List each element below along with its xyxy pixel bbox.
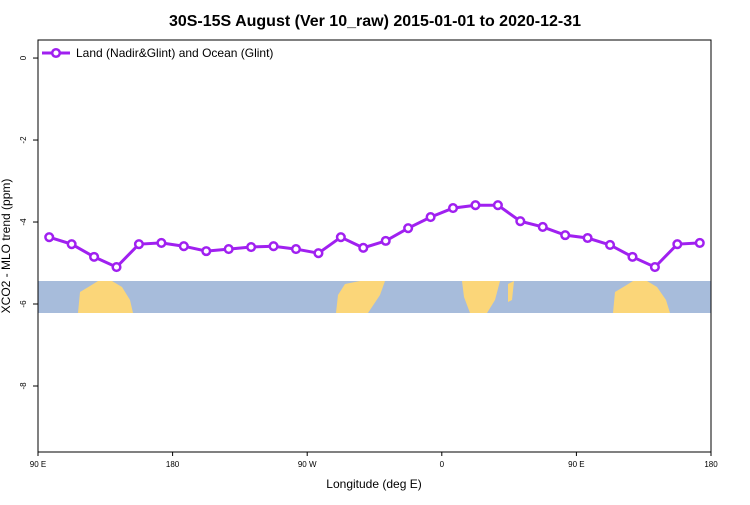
x-tick-label: 90 E bbox=[30, 460, 46, 469]
data-point bbox=[290, 244, 302, 255]
data-point bbox=[515, 216, 526, 227]
x-tick-label: 180 bbox=[704, 460, 718, 469]
legend-marker bbox=[50, 47, 62, 59]
data-point bbox=[178, 241, 189, 252]
data-point bbox=[66, 239, 77, 250]
x-axis-label: Longitude (deg E) bbox=[326, 477, 421, 491]
plot-frame bbox=[37, 39, 712, 453]
data-point bbox=[627, 251, 638, 262]
data-point bbox=[582, 232, 593, 244]
data-point bbox=[111, 262, 122, 273]
y-tick-label: -2 bbox=[19, 136, 28, 144]
x-tick-label: 90 E bbox=[568, 460, 584, 469]
x-tick-label: 0 bbox=[440, 460, 445, 469]
data-point bbox=[201, 246, 212, 257]
data-point bbox=[335, 232, 346, 243]
y-tick-label: -8 bbox=[19, 382, 28, 390]
legend-label: Land (Nadir&Glint) and Ocean (Glint) bbox=[76, 46, 273, 60]
data-point bbox=[403, 223, 414, 234]
data-point bbox=[313, 248, 324, 259]
series-line bbox=[48, 203, 700, 269]
y-tick-label: -6 bbox=[19, 300, 28, 308]
data-point bbox=[537, 221, 548, 232]
data-point bbox=[672, 239, 683, 250]
data-point bbox=[470, 200, 481, 211]
data-point bbox=[649, 262, 660, 273]
y-tick-label: -4 bbox=[19, 218, 28, 226]
y-tick-label: 0 bbox=[19, 55, 28, 60]
data-point bbox=[223, 244, 234, 255]
chart-title: 30S-15S August (Ver 10_raw) 2015-01-01 t… bbox=[169, 13, 581, 30]
data-point bbox=[560, 230, 571, 241]
data-point bbox=[156, 237, 167, 248]
map-strip bbox=[38, 281, 711, 313]
data-point bbox=[425, 212, 436, 223]
data-point bbox=[605, 239, 616, 251]
data-point bbox=[133, 239, 144, 250]
data-point bbox=[447, 203, 459, 214]
data-point bbox=[380, 235, 391, 246]
data-point bbox=[358, 242, 369, 253]
data-point bbox=[44, 232, 55, 243]
data-point bbox=[492, 200, 503, 211]
x-tick-label: 180 bbox=[166, 460, 180, 469]
data-point bbox=[89, 251, 100, 262]
x-tick-label: 90 W bbox=[298, 460, 317, 469]
y-axis-label: XCO2 - MLO trend (ppm) bbox=[0, 179, 13, 314]
data-point bbox=[268, 241, 279, 252]
data-point bbox=[246, 241, 257, 253]
data-point bbox=[694, 237, 705, 248]
